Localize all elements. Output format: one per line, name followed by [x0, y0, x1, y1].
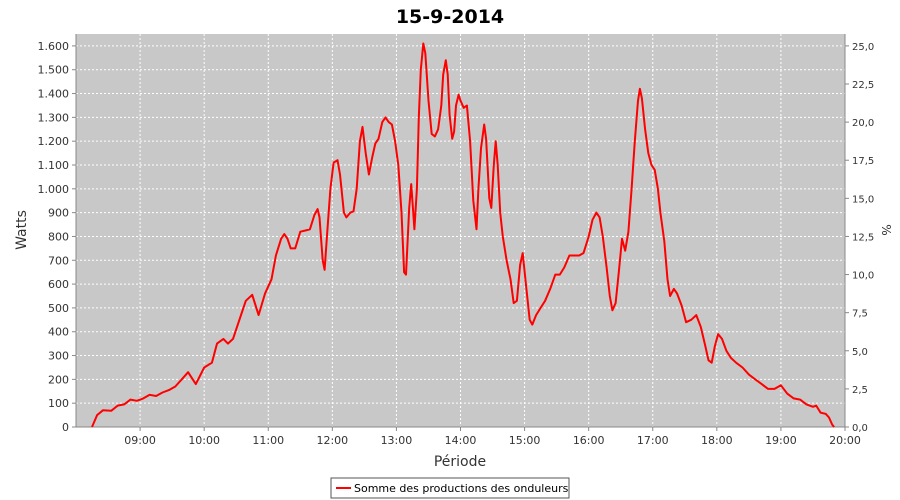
y-axis-left: 0 100 200 300 400 500 600 700 800 900 1.000 1.100 1.…	[38, 40, 76, 434]
y-tick-label: 400	[48, 326, 69, 339]
y-tick-label: 200	[48, 373, 69, 386]
x-tick-label: 17:00	[637, 434, 669, 447]
x-tick-label: 12:00	[316, 434, 348, 447]
y2-tick-label: 22,5	[852, 80, 874, 91]
x-axis: 09:00 10:00 11:00 12:00 13:00 14:00 15:00 16:00…	[124, 427, 861, 447]
x-tick-label: 09:00	[124, 434, 156, 447]
y-tick-label: 600	[48, 278, 69, 291]
x-tick-label: 13:00	[381, 434, 413, 447]
y2-tick-label: 25,0	[852, 42, 874, 53]
y2-tick-label: 10,0	[852, 271, 874, 282]
y-tick-label: 700	[48, 254, 69, 267]
y2-tick-label: 2,5	[852, 385, 868, 396]
y-tick-label: 800	[48, 230, 69, 243]
x-tick-label: 16:00	[573, 434, 605, 447]
legend-label: Somme des productions des onduleurs	[354, 482, 569, 495]
y-tick-label: 0	[62, 421, 69, 434]
y-tick-label: 900	[48, 207, 69, 220]
y2-axis-label: %	[879, 224, 893, 235]
x-tick-label: 20:00	[829, 434, 861, 447]
x-tick-label: 14:00	[445, 434, 477, 447]
x-axis-label: Période	[434, 454, 486, 470]
y-axis-label: Watts	[14, 210, 30, 250]
y2-tick-label: 20,0	[852, 118, 874, 129]
y-tick-label: 500	[48, 302, 69, 315]
x-tick-label: 18:00	[701, 434, 733, 447]
y-axis-right: 0,0 2,5 5,0 7,5 10,0 12,5 15,0 17,5 20,0 22,5 25,0	[845, 42, 874, 434]
y-tick-label: 300	[48, 350, 69, 363]
y-tick-label: 1.100	[38, 159, 70, 172]
y-tick-label: 1.600	[38, 40, 70, 53]
y2-tick-label: 5,0	[852, 347, 868, 358]
y-tick-label: 100	[48, 397, 69, 410]
y-tick-label: 1.400	[38, 88, 70, 101]
series-line-production	[91, 42, 835, 428]
y-tick-label: 1.500	[38, 64, 70, 77]
y2-tick-label: 17,5	[852, 156, 874, 167]
legend-box	[330, 477, 570, 499]
x-tick-label: 19:00	[765, 434, 797, 447]
y2-tick-label: 15,0	[852, 194, 874, 205]
x-tick-label: 15:00	[509, 434, 541, 447]
y-gridlines	[76, 45, 845, 404]
x-gridlines	[139, 34, 782, 427]
y-tick-label: 1.300	[38, 111, 70, 124]
chart-title: 15-9-2014	[396, 6, 504, 28]
y2-tick-label: 0,0	[852, 423, 868, 434]
x-tick-label: 11:00	[252, 434, 284, 447]
y-tick-label: 1.200	[38, 135, 70, 148]
legend: Somme des productions des onduleurs	[330, 477, 570, 499]
y2-tick-label: 12,5	[852, 232, 874, 243]
y-tick-label: 1.000	[38, 183, 70, 196]
y2-tick-label: 7,5	[852, 309, 868, 320]
x-tick-label: 10:00	[188, 434, 220, 447]
